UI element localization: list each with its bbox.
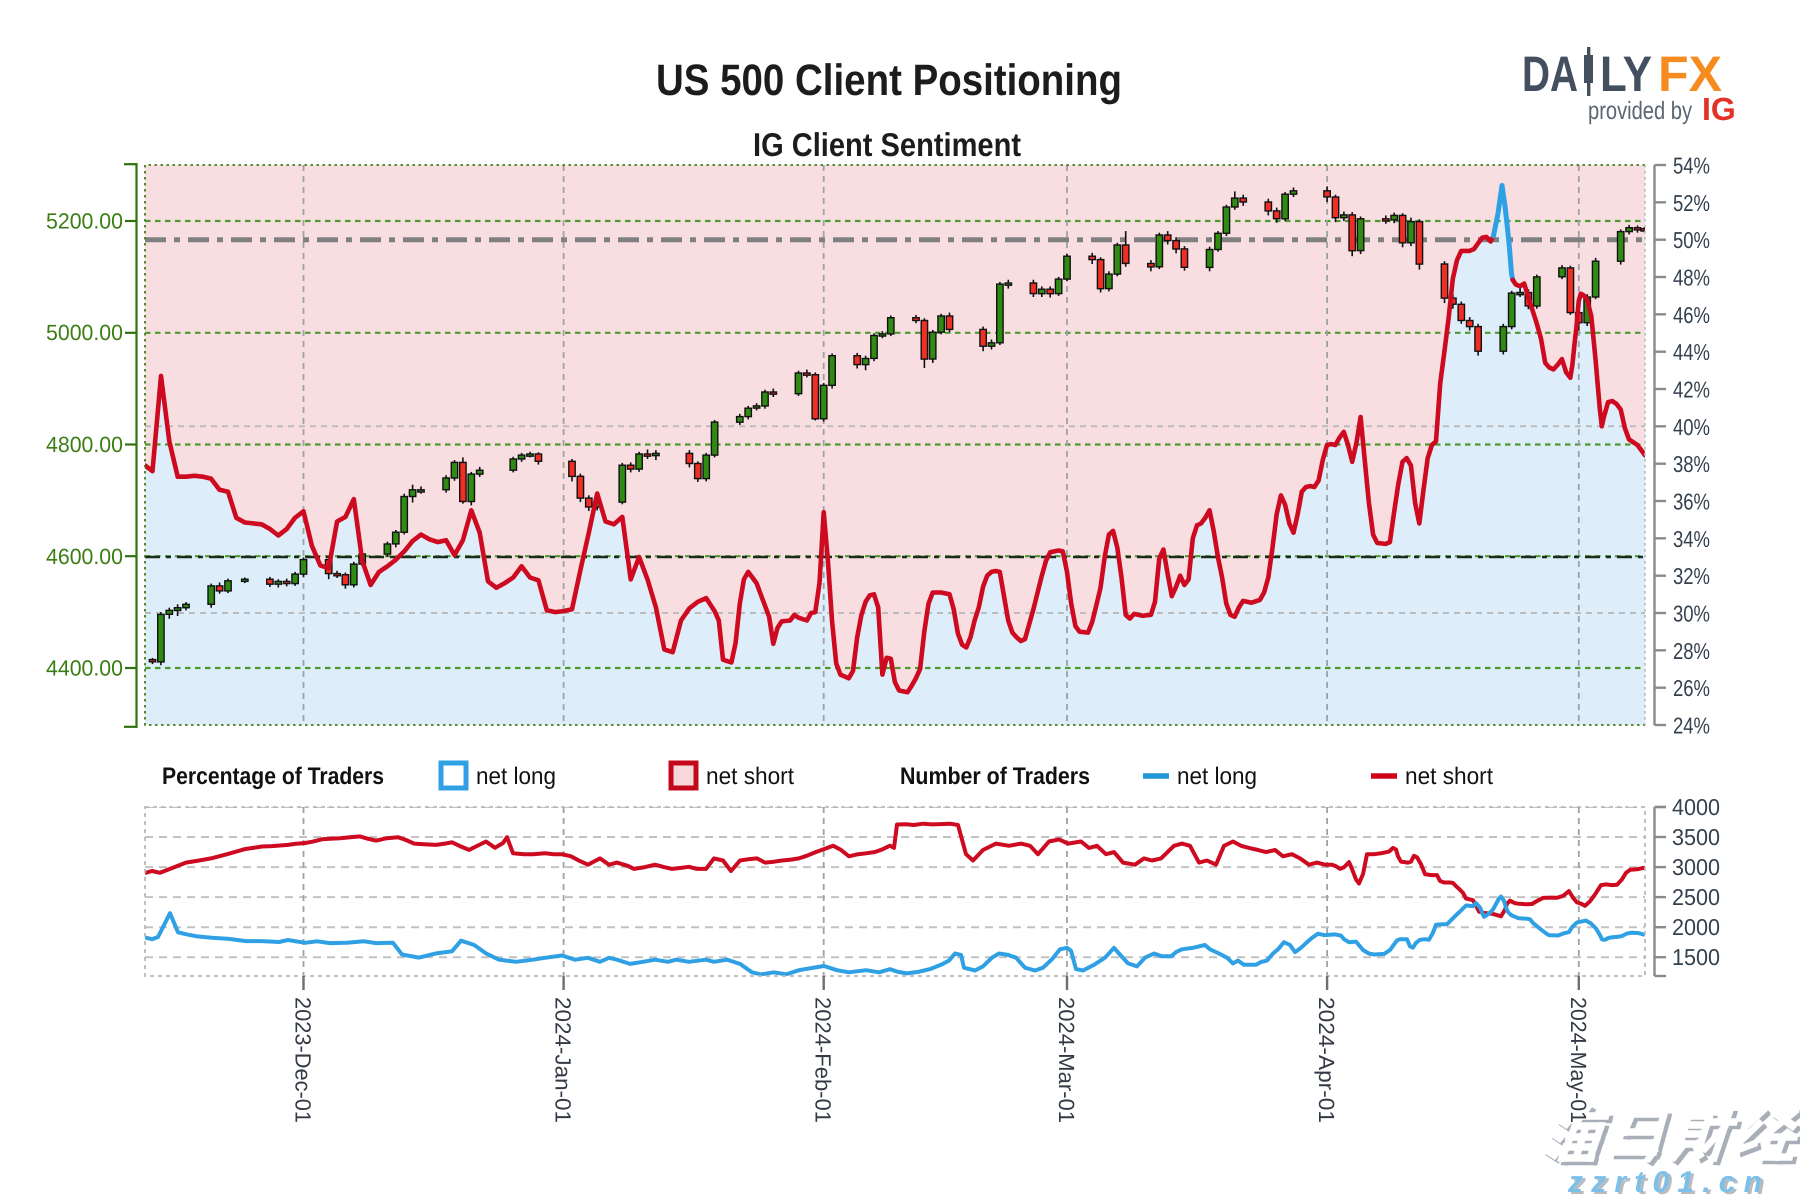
svg-text:50%: 50% (1673, 227, 1710, 253)
svg-text:FX: FX (1658, 46, 1722, 102)
svg-text:52%: 52% (1673, 190, 1710, 216)
svg-text:32%: 32% (1673, 563, 1710, 589)
svg-text:34%: 34% (1673, 526, 1710, 552)
svg-text:4600.00: 4600.00 (46, 544, 123, 569)
svg-text:net long: net long (1177, 763, 1257, 790)
svg-text:zzrt01.cn: zzrt01.cn (1570, 1168, 1773, 1200)
svg-text:2024-Feb-01: 2024-Feb-01 (811, 997, 836, 1123)
svg-text:30%: 30% (1673, 601, 1710, 627)
svg-text:46%: 46% (1673, 302, 1710, 328)
svg-text:Percentage of Traders: Percentage of Traders (162, 763, 384, 790)
svg-text:DA: DA (1522, 46, 1578, 102)
svg-text:provided by: provided by (1588, 97, 1692, 125)
svg-text:4000: 4000 (1672, 794, 1720, 820)
svg-text:4800.00: 4800.00 (46, 432, 123, 457)
svg-text:2500: 2500 (1672, 884, 1720, 910)
svg-text:3000: 3000 (1672, 854, 1720, 880)
svg-text:net short: net short (706, 763, 794, 790)
svg-text:24%: 24% (1673, 713, 1710, 739)
svg-text:36%: 36% (1673, 489, 1710, 515)
svg-text:2024-May-01: 2024-May-01 (1566, 997, 1591, 1123)
svg-text:4400.00: 4400.00 (46, 656, 123, 681)
svg-text:2024-Mar-01: 2024-Mar-01 (1054, 997, 1079, 1123)
svg-text:48%: 48% (1673, 265, 1710, 291)
svg-text:LY: LY (1600, 46, 1652, 102)
svg-text:44%: 44% (1673, 339, 1710, 365)
svg-text:5200.00: 5200.00 (46, 209, 123, 234)
svg-text:26%: 26% (1673, 675, 1710, 701)
svg-text:net short: net short (1405, 763, 1493, 790)
svg-text:5000.00: 5000.00 (46, 320, 123, 345)
svg-text:IG: IG (1702, 91, 1736, 127)
svg-text:54%: 54% (1673, 153, 1710, 179)
svg-text:2023-Dec-01: 2023-Dec-01 (291, 997, 316, 1123)
svg-text:US 500 Client Positioning: US 500 Client Positioning (656, 56, 1122, 105)
svg-text:38%: 38% (1673, 451, 1710, 477)
svg-text:28%: 28% (1673, 638, 1710, 664)
svg-text:zzrt01.cn: zzrt01.cn (1567, 1166, 1770, 1199)
svg-text:net long: net long (476, 763, 556, 790)
svg-text:40%: 40% (1673, 414, 1710, 440)
svg-text:2024-Apr-01: 2024-Apr-01 (1314, 997, 1339, 1123)
svg-text:Number of Traders: Number of Traders (900, 763, 1090, 790)
svg-text:2000: 2000 (1672, 914, 1720, 940)
svg-text:3500: 3500 (1672, 824, 1720, 850)
svg-text:1500: 1500 (1672, 944, 1720, 970)
svg-text:2024-Jan-01: 2024-Jan-01 (551, 997, 576, 1123)
svg-text:42%: 42% (1673, 377, 1710, 403)
svg-text:IG Client Sentiment: IG Client Sentiment (753, 126, 1021, 163)
